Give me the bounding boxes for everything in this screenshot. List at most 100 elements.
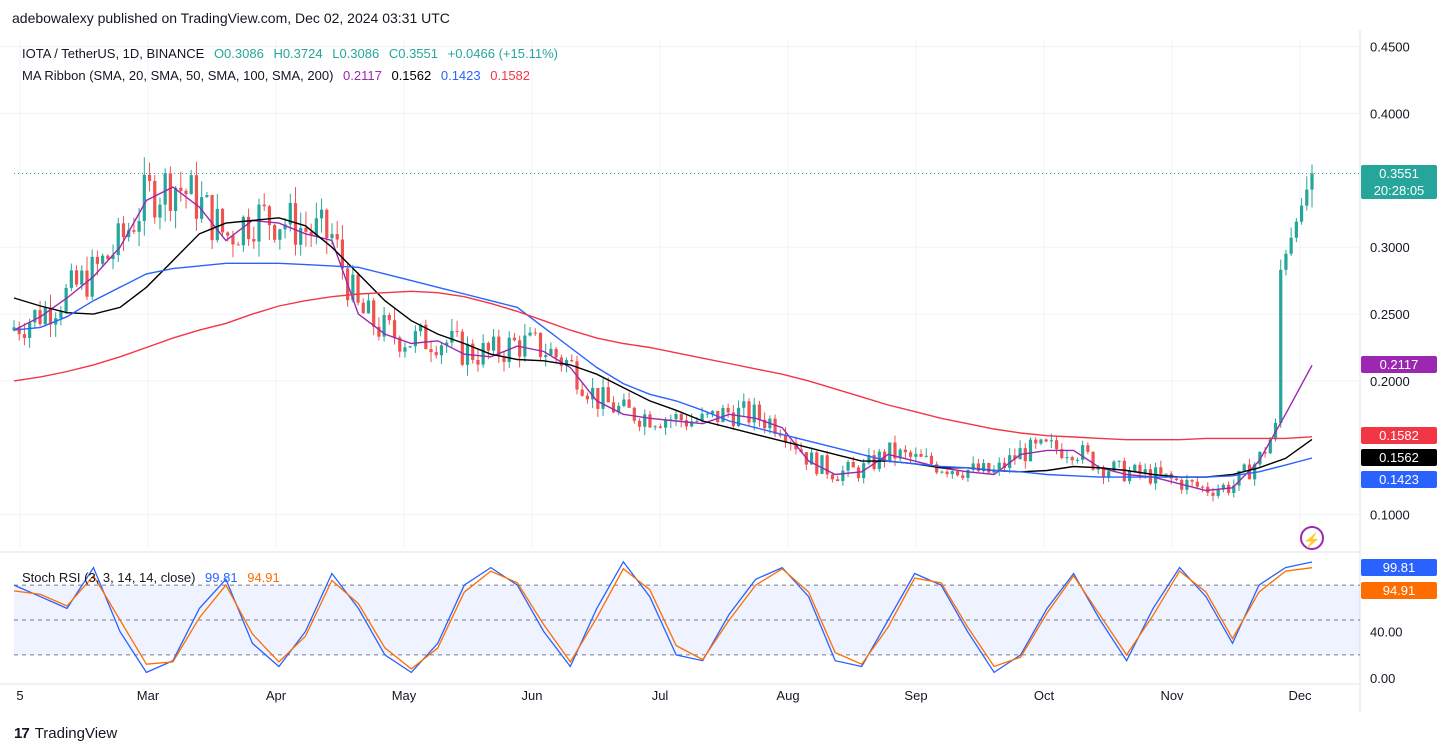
candle-body bbox=[961, 475, 965, 478]
candle-body bbox=[700, 413, 704, 421]
ma-legend[interactable]: MA Ribbon (SMA, 20, SMA, 50, SMA, 100, S… bbox=[22, 68, 536, 83]
stoch-rsi-lines bbox=[13, 560, 1313, 674]
candle-body bbox=[679, 414, 683, 421]
candle-body bbox=[549, 348, 553, 356]
candle-body bbox=[429, 349, 433, 353]
candle-body bbox=[919, 453, 923, 457]
candle-body bbox=[12, 327, 16, 331]
time-tick-label: Mar bbox=[137, 688, 160, 703]
candle-body bbox=[872, 455, 876, 469]
candle-body bbox=[643, 414, 647, 427]
candle-body bbox=[184, 190, 188, 195]
candle-body bbox=[163, 173, 167, 205]
candle-body bbox=[288, 203, 292, 225]
candle-body bbox=[763, 419, 767, 429]
candle-body bbox=[747, 401, 751, 423]
candle-body bbox=[992, 469, 996, 473]
time-tick-label: Sep bbox=[904, 688, 927, 703]
last-price-value: 0.3551 bbox=[1379, 166, 1419, 181]
candle-body bbox=[471, 343, 475, 360]
candle-body bbox=[398, 337, 402, 352]
candle-body bbox=[220, 208, 225, 233]
candle-body bbox=[591, 388, 595, 400]
candle-body bbox=[22, 334, 27, 338]
candle-body bbox=[502, 356, 506, 362]
candle-body bbox=[1034, 439, 1038, 444]
time-tick-label: Aug bbox=[776, 688, 799, 703]
rsi-line bbox=[13, 567, 1313, 670]
rsi-legend[interactable]: Stoch RSI (3, 3, 14, 14, close) 99.81 94… bbox=[22, 570, 286, 585]
price-legend[interactable]: IOTA / TetherUS, 1D, BINANCE O0.3086 H0.… bbox=[22, 46, 564, 61]
candle-body bbox=[1054, 440, 1059, 450]
candle-body bbox=[252, 239, 256, 242]
candle-body bbox=[262, 204, 266, 207]
time-tick-label: Oct bbox=[1034, 688, 1055, 703]
candle-body bbox=[439, 345, 444, 356]
candle-body bbox=[95, 256, 100, 264]
lightning-icon[interactable]: ⚡ bbox=[1300, 526, 1324, 550]
candle-body bbox=[486, 342, 490, 351]
ma100-value: 0.1423 bbox=[440, 68, 481, 83]
candle-body bbox=[606, 387, 610, 403]
candle-body bbox=[1039, 439, 1043, 444]
candle-body bbox=[596, 388, 600, 409]
candle-body bbox=[945, 471, 949, 475]
candle-body bbox=[1268, 439, 1272, 454]
candle-body bbox=[1263, 451, 1267, 454]
close-value: C0.3551 bbox=[388, 46, 438, 61]
price-tick-label: 0.2000 bbox=[1370, 374, 1410, 389]
candle-body bbox=[893, 442, 897, 459]
candle-body bbox=[836, 479, 840, 481]
candle-body bbox=[1091, 451, 1095, 470]
brand-name: TradingView bbox=[34, 725, 118, 742]
candle-body bbox=[997, 462, 1001, 470]
candle-body bbox=[236, 244, 240, 246]
candle-body bbox=[533, 332, 537, 334]
candle-body bbox=[392, 320, 397, 338]
candle-body bbox=[914, 453, 918, 457]
candle-body bbox=[632, 407, 636, 421]
price-tick-label: 0.4000 bbox=[1370, 107, 1410, 122]
rsi-band bbox=[14, 584, 1360, 656]
time-tick-label: May bbox=[392, 688, 417, 703]
candle-body bbox=[419, 324, 423, 332]
candle-body bbox=[1023, 448, 1027, 462]
ma-line bbox=[13, 217, 1313, 478]
candle-body bbox=[1107, 471, 1111, 478]
candle-body bbox=[491, 336, 496, 351]
rsi-tick-label: 0.00 bbox=[1370, 671, 1395, 686]
candle-body bbox=[366, 300, 371, 314]
candle-body bbox=[340, 239, 345, 269]
candle-body bbox=[74, 270, 79, 285]
candle-body bbox=[1081, 445, 1085, 460]
candle-body bbox=[726, 407, 730, 413]
candle-body bbox=[580, 389, 584, 396]
rsi-d-value: 94.91 bbox=[247, 570, 280, 585]
time-tick-label: Dec bbox=[1288, 688, 1312, 703]
candle-body bbox=[460, 331, 464, 365]
candle-body bbox=[356, 274, 360, 303]
candle-body bbox=[158, 204, 162, 218]
candle-body bbox=[1185, 479, 1189, 490]
candle-body bbox=[1289, 237, 1293, 254]
candle-body bbox=[335, 234, 339, 240]
candle-body bbox=[898, 449, 902, 459]
candle-body bbox=[351, 274, 355, 301]
candle-body bbox=[1159, 467, 1163, 474]
candle-body bbox=[403, 347, 407, 352]
candle-body bbox=[314, 218, 318, 236]
candle-body bbox=[189, 175, 193, 195]
candle-body bbox=[695, 420, 699, 422]
candle-body bbox=[1018, 448, 1022, 460]
candle-body bbox=[1133, 464, 1137, 472]
last-price-tag: 0.3551 20:28:05 bbox=[1361, 165, 1437, 199]
candle-body bbox=[1279, 269, 1283, 423]
publisher-header: adebowalexy published on TradingView.com… bbox=[12, 10, 450, 26]
candle-body bbox=[658, 426, 662, 428]
tradingview-brand[interactable]: 17 TradingView bbox=[14, 725, 117, 742]
candle-body bbox=[205, 195, 209, 198]
candle-body bbox=[736, 407, 741, 427]
change-value: +0.0466 (+15.11%) bbox=[447, 46, 558, 61]
candle-body bbox=[1190, 479, 1194, 482]
